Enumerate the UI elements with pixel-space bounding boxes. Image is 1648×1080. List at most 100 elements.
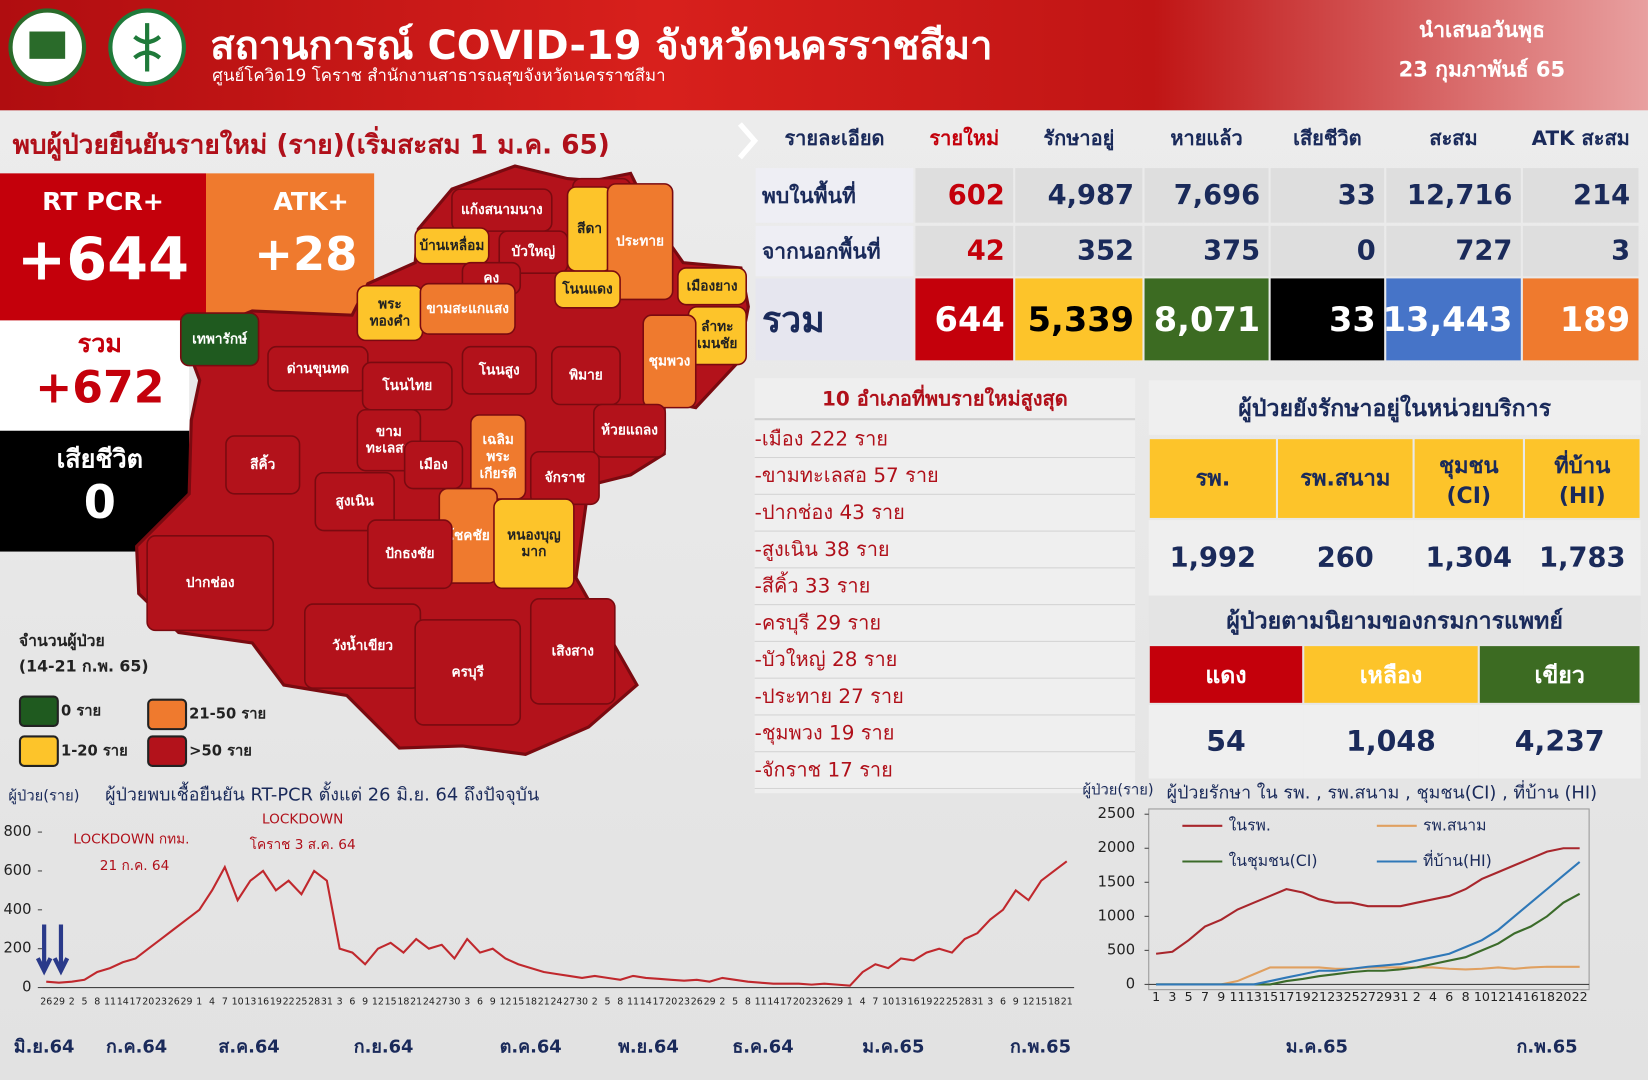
district-label: เสิงสาง [552,643,594,659]
district-area [314,471,395,532]
x-tick-label: 30 [448,996,460,1007]
x-tick-label: 13 [244,996,256,1007]
district-label-line: ปากช่อง [186,575,235,591]
x-tick-label: 20 [793,996,805,1007]
y-tick-label: 500 [1107,941,1135,958]
x-tick-label: 6 [349,996,355,1007]
district-label-line: ประทาย [616,234,664,250]
x-tick-label: 9 [490,996,496,1007]
legend-label: 1-20 ราย [60,742,128,760]
district-label-line: เทพารักษ์ [192,330,247,347]
care-value: 1,783 [1523,520,1641,596]
x-tick-label: 15 [512,996,524,1007]
x-tick-label: 31 [321,996,333,1007]
district-label: แก้งสนามนาง [461,202,543,218]
district-label: ลำทะเมนชัย [697,319,737,352]
table-cell: 189 [1522,278,1639,361]
x-tick-label: 9 [1013,996,1019,1007]
district-label-line: โนนแดง [561,279,612,297]
total-label: รวม [77,328,123,358]
district-label: โนนไทย [381,376,432,394]
x-tick-label: 10 [882,996,894,1007]
x-tick-label: 11 [755,996,767,1007]
district-label: ชุมพวง [649,353,691,369]
district-label: คง [483,270,499,286]
x-tick-label: 29 [1376,989,1392,1004]
table-cell: 33 [1270,168,1385,223]
x-tick-label: 15 [385,996,397,1007]
district-label-line: ขาม [376,424,402,440]
table-cell: 602 [915,168,1014,223]
x-tick-label: 28 [959,996,971,1007]
district-label-line: โชคชัย [446,526,490,544]
atk-box [205,173,375,321]
x-tick-label: 29 [831,996,843,1007]
frame [1148,808,1590,991]
district-area [550,345,621,406]
district-label: หนองบุญมาก [507,527,561,560]
top10-item: -ชุมพวง 19 ราย [754,717,1136,753]
x-tick-label: 14 [117,996,129,1007]
date-line-1: นำเสนอวันพุธ [1418,16,1545,43]
subtitle: ศูนย์โควิด19 โคราช สำนักงานสาธารณสุขจังห… [212,65,666,86]
x-tick-label: 9 [1217,989,1225,1004]
x-tick-label: 16 [908,996,920,1007]
district-label: บ้านเหลื่อม [419,235,484,254]
table-header: เสียชีวิต [1293,127,1362,151]
care-title: ผู้ป่วยยังรักษาอยู่ในหน่วยบริการ [1148,380,1641,435]
district-label: ปากช่อง [186,575,235,591]
severity-value: 4,237 [1478,704,1641,779]
top10-item: -ประทาย 27 ราย [754,680,1136,716]
table-cell: 7,696 [1144,168,1269,223]
x-tick-label: 3 [337,996,343,1007]
x-tick-label: 27 [563,996,575,1007]
table-cell: 12,716 [1386,168,1521,223]
x-tick-label: 29 [53,996,65,1007]
district-label: โนนแดง [561,279,612,297]
district-label: สูงเนิน [336,494,375,510]
x-tick-label: 3 [987,996,993,1007]
severity-header: เขียว [1479,646,1640,703]
table-header: รายใหม่ [929,127,1000,151]
table-cell: 5,339 [1015,278,1143,361]
x-tick-label: 5 [82,996,88,1007]
month-label: ก.พ.65 [1517,1037,1578,1058]
x-tick-label: 12 [1490,989,1506,1004]
district-label: วังน้ำเขียว [332,635,393,654]
table-cell: 3 [1522,225,1639,277]
x-tick-label: 26 [818,996,830,1007]
severity-title: ผู้ป่วยตามนิยามของกรมการแพทย์ [1148,595,1641,645]
top10-item: -บัวใหญ่ 28 ราย [754,643,1136,679]
x-tick-label: 2 [69,996,75,1007]
x-tick-label: 1 [1152,989,1160,1004]
x-tick-label: 19 [920,996,932,1007]
district-label-line: มาก [521,544,546,560]
district-area [179,312,260,367]
x-tick-label: 27 [1360,989,1376,1004]
x-tick-label: 16 [1523,989,1539,1004]
month-label: พ.ย.64 [618,1037,679,1058]
x-tick-label: 12 [372,996,384,1007]
district-label: สีคิ้ว [250,454,275,473]
x-tick-label: 4 [209,996,215,1007]
district-area [461,345,537,395]
x-tick-label: 14 [767,996,779,1007]
care-value: 1,304 [1413,520,1524,596]
x-tick-label: 24 [423,996,435,1007]
severity-header: แดง [1149,646,1303,703]
district-label-line: พระ [486,449,510,465]
x-tick-label: 23 [155,996,167,1007]
logos [8,8,187,87]
annotation: โคราช 3 ส.ค. 64 [250,836,356,853]
district-label: จักราช [545,470,586,486]
district-label-line: คง [483,270,499,286]
district-label-line: ชุมพวง [649,353,691,369]
x-tick-label: 19 [1295,989,1311,1004]
summary-table: รายละเอียด รายใหม่ รักษาอยู่ หายแล้ว เสียชีว… [755,116,1640,364]
logo-gate [29,31,66,59]
x-tick-label: 21 [1311,989,1327,1004]
x-tick-label: 22 [283,996,295,1007]
table-header: หายแล้ว [1170,127,1243,151]
district-area [642,314,697,409]
district-label: ประทาย [616,234,664,250]
